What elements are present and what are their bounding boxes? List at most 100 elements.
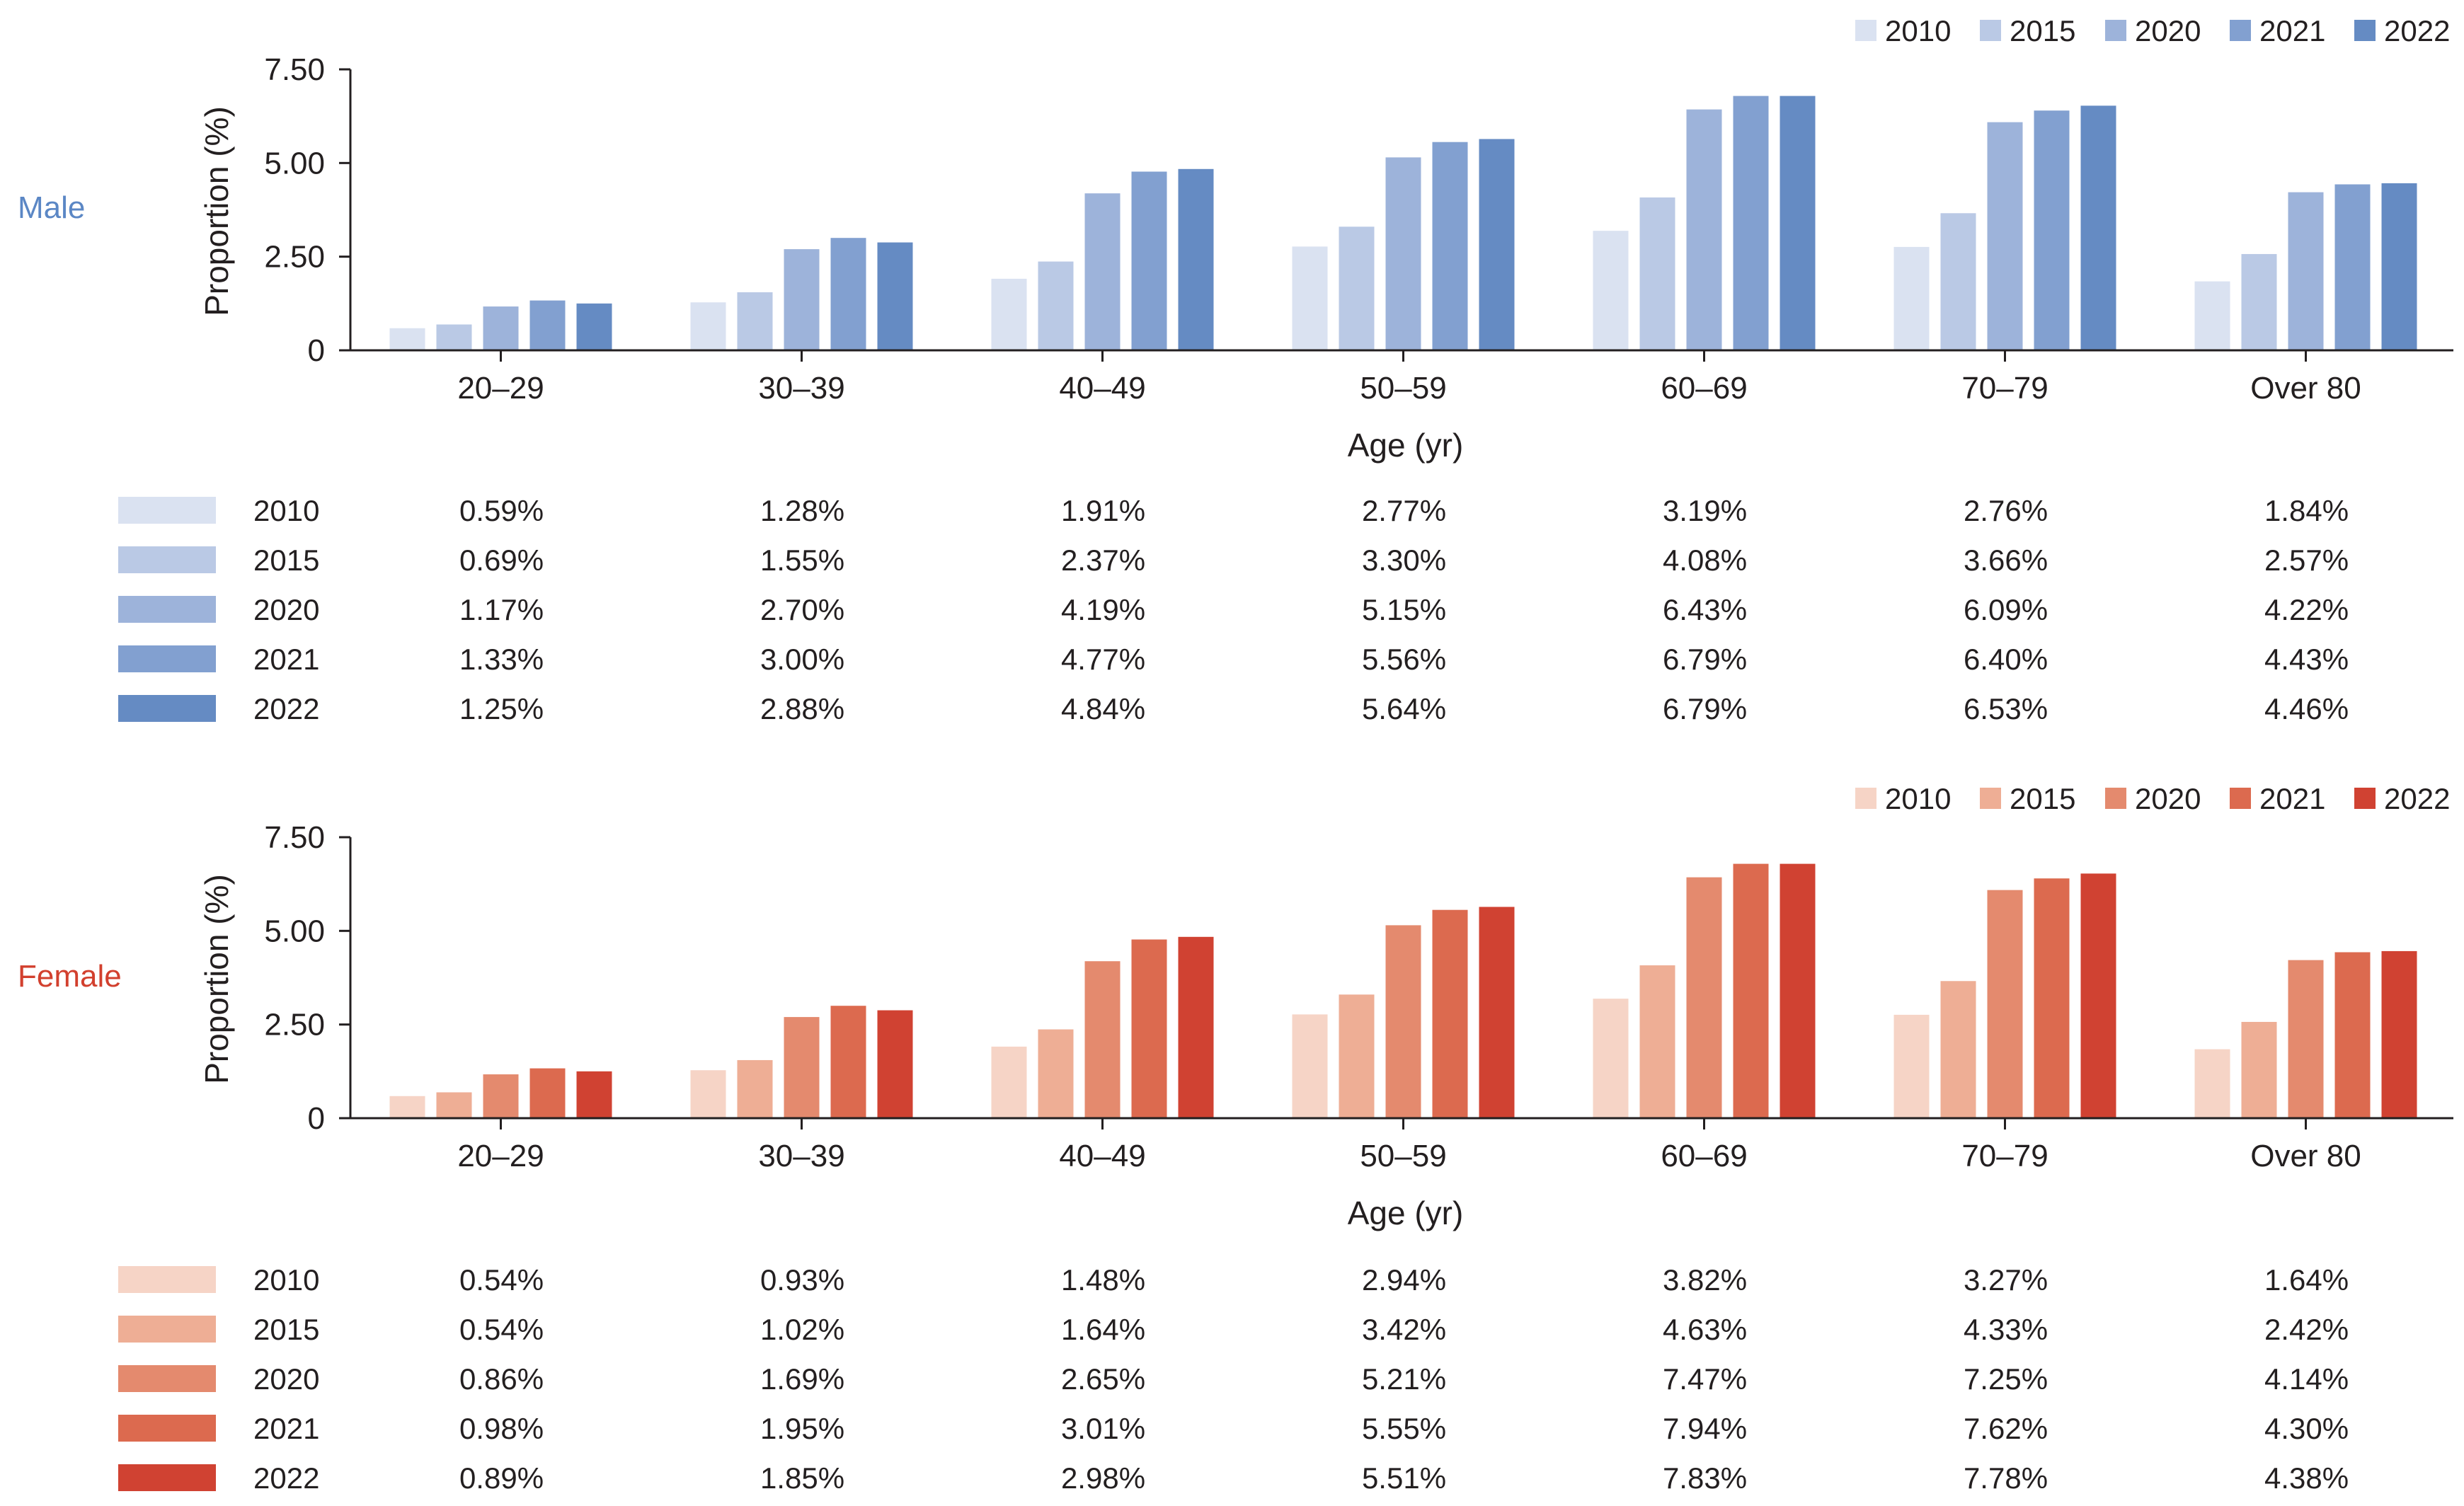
bar-2010-4 bbox=[1593, 999, 1629, 1118]
bar-2022-3 bbox=[1479, 907, 1515, 1118]
table-year-2020: 2020 bbox=[253, 1362, 319, 1396]
y-tick-label: 5.00 bbox=[264, 146, 325, 180]
panel-label: Female bbox=[18, 959, 122, 994]
table-swatch-2020 bbox=[118, 596, 216, 623]
x-tick-label: 30–39 bbox=[758, 1139, 844, 1173]
x-tick-label: 40–49 bbox=[1059, 1139, 1145, 1173]
table-swatch-2015 bbox=[118, 546, 216, 573]
x-tick-label: 50–59 bbox=[1360, 1139, 1446, 1173]
bar-2020-2 bbox=[1084, 961, 1121, 1118]
table-swatch-2020 bbox=[118, 1365, 216, 1392]
table-cell: 2.98% bbox=[1061, 1461, 1145, 1495]
legend-swatch-2021 bbox=[2230, 20, 2251, 41]
bar-2022-5 bbox=[2080, 873, 2116, 1118]
x-tick-label: 40–49 bbox=[1059, 371, 1145, 406]
table-cell: 2.37% bbox=[1061, 544, 1145, 577]
bar-2021-2 bbox=[1131, 171, 1167, 350]
bar-2022-5 bbox=[2080, 105, 2116, 350]
table-cell: 1.91% bbox=[1061, 494, 1145, 527]
x-tick-label: Over 80 bbox=[2250, 1139, 2361, 1173]
legend-label-2010: 2010 bbox=[1885, 14, 1951, 47]
bar-2015-5 bbox=[1940, 213, 1976, 350]
table-cell: 4.38% bbox=[2264, 1461, 2349, 1495]
y-tick-label: 7.50 bbox=[264, 820, 325, 855]
table-year-2010: 2010 bbox=[253, 1263, 319, 1297]
legend-label-2020: 2020 bbox=[2135, 782, 2201, 815]
panel-label: Male bbox=[18, 190, 85, 225]
bar-2020-0 bbox=[483, 306, 519, 350]
table-cell: 7.83% bbox=[1663, 1461, 1747, 1495]
bar-2022-1 bbox=[877, 1010, 913, 1118]
bar-2021-5 bbox=[2034, 110, 2070, 350]
bar-2022-3 bbox=[1479, 139, 1515, 350]
bar-2021-5 bbox=[2034, 878, 2070, 1118]
y-tick-label: 0 bbox=[308, 1101, 325, 1136]
table-cell: 4.08% bbox=[1663, 544, 1747, 577]
bar-2015-0 bbox=[436, 324, 472, 350]
table-cell: 6.09% bbox=[1964, 593, 2048, 626]
y-tick-label: 2.50 bbox=[264, 1008, 325, 1042]
table-cell: 2.70% bbox=[760, 593, 844, 626]
table-cell: 6.79% bbox=[1663, 692, 1747, 725]
table-cell: 3.27% bbox=[1964, 1263, 2048, 1297]
legend-label-2015: 2015 bbox=[2010, 14, 2075, 47]
table-swatch-2021 bbox=[118, 645, 216, 672]
bar-2022-2 bbox=[1178, 168, 1214, 350]
legend-label-2010: 2010 bbox=[1885, 782, 1951, 815]
table-year-2021: 2021 bbox=[253, 1412, 319, 1445]
bar-2020-4 bbox=[1686, 877, 1722, 1118]
bar-2020-1 bbox=[784, 249, 820, 350]
table-cell: 1.85% bbox=[760, 1461, 844, 1495]
table-cell: 2.42% bbox=[2264, 1313, 2349, 1346]
bar-2010-3 bbox=[1292, 246, 1328, 350]
table-cell: 1.55% bbox=[760, 544, 844, 577]
bar-2010-3 bbox=[1292, 1014, 1328, 1118]
legend-swatch-2015 bbox=[1980, 20, 2001, 41]
table-cell: 0.54% bbox=[459, 1313, 544, 1346]
bar-2020-5 bbox=[1987, 122, 2023, 351]
bar-2022-0 bbox=[576, 303, 612, 350]
x-tick-label: 20–29 bbox=[457, 371, 544, 406]
legend: 2010 2015 2020 2021 2022 bbox=[1855, 14, 2450, 47]
table-cell: 4.22% bbox=[2264, 593, 2349, 626]
table-cell: 4.30% bbox=[2264, 1412, 2349, 1445]
chart-panel-female: Female 0 2.50 5.00 7.50 20–29 30–39 40–49 50–59 6… bbox=[18, 782, 2453, 1495]
table-cell: 1.25% bbox=[459, 692, 544, 725]
legend-label-2020: 2020 bbox=[2135, 14, 2201, 47]
bar-2010-6 bbox=[2194, 281, 2230, 350]
table-swatch-2022 bbox=[118, 1464, 216, 1491]
bar-2022-6 bbox=[2381, 183, 2417, 350]
legend-label-2015: 2015 bbox=[2010, 782, 2075, 815]
table-cell: 3.82% bbox=[1663, 1263, 1747, 1297]
legend-swatch-2021 bbox=[2230, 788, 2251, 809]
legend-label-2022: 2022 bbox=[2384, 782, 2450, 815]
bar-2015-2 bbox=[1038, 261, 1074, 350]
table-cell: 3.19% bbox=[1663, 494, 1747, 527]
bar-2020-6 bbox=[2288, 192, 2324, 350]
legend-swatch-2022 bbox=[2354, 20, 2376, 41]
table-cell: 4.43% bbox=[2264, 643, 2349, 676]
bar-2015-1 bbox=[737, 1059, 773, 1118]
bar-2015-4 bbox=[1639, 197, 1675, 350]
table-cell: 5.21% bbox=[1362, 1362, 1446, 1396]
table-cell: 3.42% bbox=[1362, 1313, 1446, 1346]
table-cell: 6.53% bbox=[1964, 692, 2048, 725]
legend-label-2021: 2021 bbox=[2259, 14, 2325, 47]
table-cell: 1.33% bbox=[459, 643, 544, 676]
x-tick-label: 60–69 bbox=[1661, 371, 1747, 406]
bar-2021-3 bbox=[1432, 142, 1468, 350]
bar-2015-0 bbox=[436, 1092, 472, 1118]
bar-2020-6 bbox=[2288, 960, 2324, 1118]
bar-2010-1 bbox=[690, 302, 726, 350]
table-cell: 4.46% bbox=[2264, 692, 2349, 725]
table-cell: 4.84% bbox=[1061, 692, 1145, 725]
table-cell: 2.94% bbox=[1362, 1263, 1446, 1297]
table-cell: 4.19% bbox=[1061, 593, 1145, 626]
legend: 2010 2015 2020 2021 2022 bbox=[1855, 782, 2450, 815]
table-cell: 3.01% bbox=[1061, 1412, 1145, 1445]
y-axis-title: Proportion (%) bbox=[198, 106, 235, 316]
bar-2021-4 bbox=[1733, 96, 1769, 350]
bar-2010-5 bbox=[1893, 1014, 1930, 1118]
x-axis-title: Age (yr) bbox=[1348, 1195, 1464, 1231]
table-cell: 0.89% bbox=[459, 1461, 544, 1495]
